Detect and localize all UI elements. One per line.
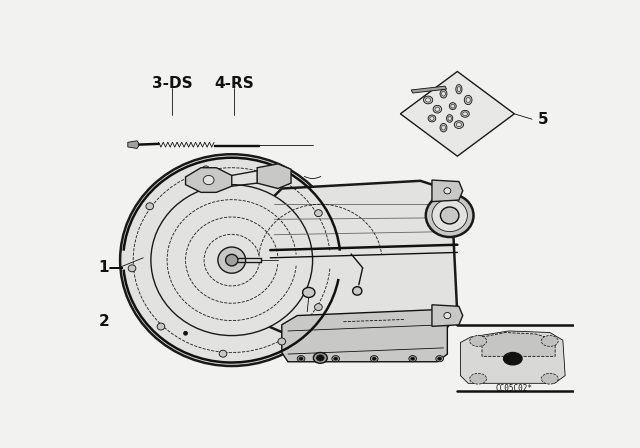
Ellipse shape — [436, 356, 444, 362]
Ellipse shape — [371, 356, 378, 362]
Ellipse shape — [449, 103, 456, 110]
Ellipse shape — [438, 357, 442, 360]
Ellipse shape — [442, 91, 445, 96]
Ellipse shape — [120, 154, 344, 366]
Ellipse shape — [435, 107, 440, 111]
Polygon shape — [186, 168, 232, 192]
Ellipse shape — [146, 203, 154, 210]
Text: 4-RS: 4-RS — [214, 76, 254, 90]
Ellipse shape — [270, 172, 278, 178]
Polygon shape — [257, 164, 291, 189]
Polygon shape — [282, 310, 447, 362]
Ellipse shape — [297, 356, 305, 362]
Ellipse shape — [218, 247, 246, 273]
Ellipse shape — [225, 254, 238, 266]
Ellipse shape — [447, 115, 452, 122]
Ellipse shape — [334, 357, 338, 360]
Polygon shape — [401, 72, 515, 156]
Ellipse shape — [314, 353, 327, 363]
Ellipse shape — [278, 338, 285, 345]
Ellipse shape — [424, 96, 433, 104]
Polygon shape — [482, 332, 555, 356]
Ellipse shape — [461, 110, 469, 117]
Ellipse shape — [202, 166, 210, 173]
Ellipse shape — [428, 115, 436, 122]
Polygon shape — [128, 141, 139, 148]
Ellipse shape — [409, 356, 417, 362]
Ellipse shape — [504, 353, 522, 365]
Ellipse shape — [426, 194, 474, 237]
Polygon shape — [432, 305, 463, 326]
Ellipse shape — [444, 313, 451, 319]
Ellipse shape — [411, 357, 415, 360]
Ellipse shape — [440, 90, 447, 98]
Ellipse shape — [332, 356, 340, 362]
Ellipse shape — [448, 116, 451, 121]
Text: 2: 2 — [99, 314, 109, 329]
Ellipse shape — [426, 98, 431, 102]
Ellipse shape — [299, 357, 303, 360]
Ellipse shape — [464, 95, 472, 104]
Text: 1—: 1— — [99, 260, 124, 276]
Ellipse shape — [315, 210, 323, 217]
Ellipse shape — [440, 124, 447, 132]
Ellipse shape — [315, 304, 323, 310]
Ellipse shape — [316, 355, 324, 361]
Ellipse shape — [204, 176, 214, 185]
Ellipse shape — [219, 350, 227, 357]
Ellipse shape — [430, 116, 434, 121]
Text: CC05C02*: CC05C02* — [496, 383, 533, 392]
Ellipse shape — [456, 85, 462, 94]
Text: 3-DS: 3-DS — [152, 76, 193, 90]
Ellipse shape — [151, 185, 312, 336]
Ellipse shape — [456, 122, 461, 127]
Ellipse shape — [463, 112, 467, 116]
Ellipse shape — [451, 104, 454, 108]
Ellipse shape — [444, 188, 451, 194]
Text: 5: 5 — [538, 112, 548, 127]
Ellipse shape — [541, 336, 558, 346]
Polygon shape — [411, 86, 447, 93]
Polygon shape — [432, 180, 463, 202]
Ellipse shape — [470, 373, 486, 384]
Ellipse shape — [470, 336, 486, 346]
Ellipse shape — [157, 323, 165, 330]
Ellipse shape — [353, 287, 362, 295]
Ellipse shape — [466, 97, 470, 103]
Ellipse shape — [541, 373, 558, 384]
Ellipse shape — [184, 332, 188, 335]
Ellipse shape — [454, 121, 463, 129]
Polygon shape — [270, 181, 458, 339]
Ellipse shape — [442, 125, 445, 130]
Ellipse shape — [457, 86, 461, 92]
Ellipse shape — [432, 199, 467, 232]
Ellipse shape — [440, 207, 459, 224]
Ellipse shape — [433, 105, 442, 113]
Ellipse shape — [128, 265, 136, 272]
Ellipse shape — [372, 357, 376, 360]
Polygon shape — [460, 331, 565, 383]
Ellipse shape — [303, 288, 315, 297]
